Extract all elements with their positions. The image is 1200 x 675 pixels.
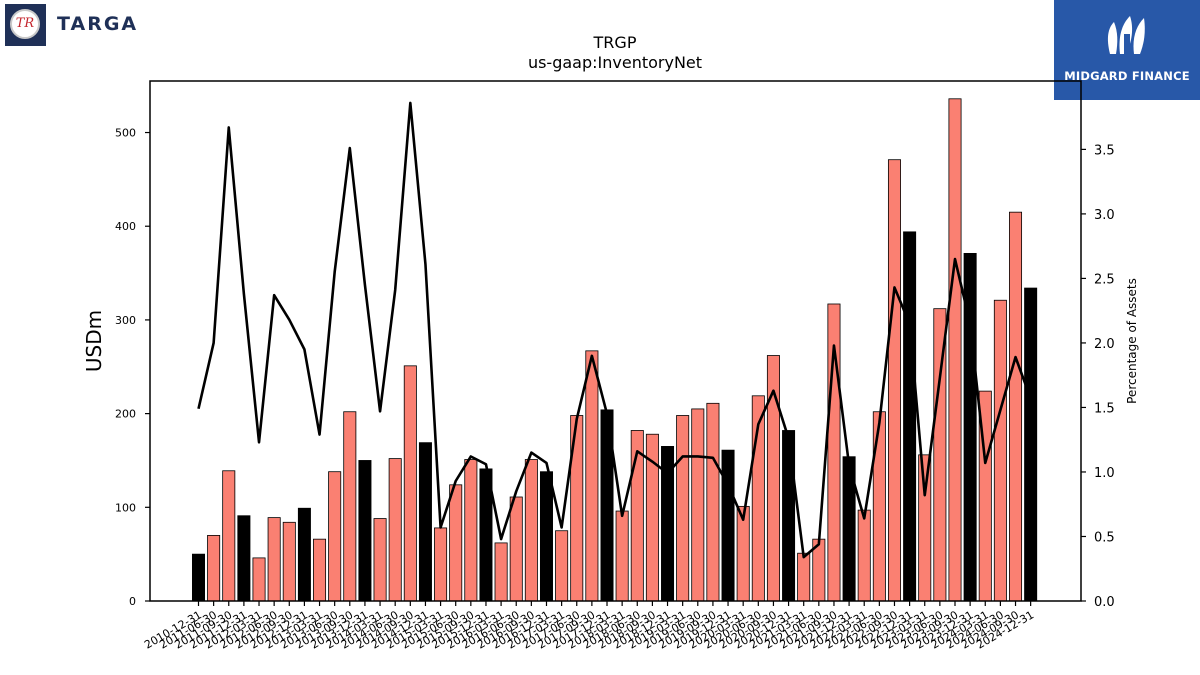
bar-2023-09-30	[948, 98, 962, 602]
bar-2024-12-31	[1024, 287, 1038, 602]
y-tick-label: 0	[129, 595, 136, 608]
bar-2019-03-31	[676, 415, 690, 602]
bar-2022-12-31	[903, 231, 917, 602]
bar-2021-03-31	[797, 552, 811, 602]
midgard-mark-icon	[1107, 16, 1145, 54]
bar-2014-12-31	[418, 442, 432, 602]
bar-2016-12-31	[539, 471, 553, 602]
right-axis: 0.0 0.5 1.0 1.5 2.0 2.5 3.0 3.5	[1081, 143, 1115, 610]
bar-2016-06-30	[509, 496, 523, 602]
y2-tick-label: 1.5	[1094, 401, 1115, 416]
y2-tick-label: 0.0	[1094, 595, 1115, 610]
y2-tick-label: 3.5	[1094, 143, 1115, 158]
bar-2012-09-30	[282, 521, 296, 602]
bar-2014-06-30	[388, 458, 402, 602]
percentage-of-assets-line	[197, 101, 1032, 559]
y-tick-label: 100	[115, 501, 136, 514]
bar-2015-06-30	[449, 484, 463, 602]
bar-2015-03-31	[434, 527, 448, 602]
bar-2012-12-31	[297, 507, 311, 602]
targa-logo: TR TARGA	[5, 4, 195, 48]
plot-frame	[149, 80, 1082, 602]
bar-series	[191, 98, 1038, 602]
bar-2013-12-31	[358, 460, 372, 602]
bar-2011-12-31	[237, 515, 251, 602]
y-axis-label: USDm	[82, 310, 106, 372]
y2-tick-label: 2.5	[1094, 272, 1115, 287]
bar-2016-09-30	[524, 459, 538, 602]
bar-2024-09-30	[1009, 211, 1023, 602]
bar-2011-09-30	[222, 470, 236, 602]
bar-2023-03-31	[918, 454, 932, 602]
x-axis: 2010-12-312011-06-302011-09-302011-12-31…	[142, 601, 1036, 652]
bar-2019-06-30	[691, 408, 705, 602]
bar-2024-06-30	[993, 299, 1007, 602]
bar-2020-12-31	[782, 430, 796, 602]
y-tick-label: 500	[115, 127, 136, 140]
y2-axis-label: Percentage of Assets	[1125, 278, 1139, 404]
y-tick-label: 300	[115, 314, 136, 327]
left-axis: 0 100 200 300 400 500	[115, 127, 150, 608]
bar-2012-06-30	[267, 517, 281, 602]
bar-2017-03-31	[555, 530, 569, 602]
midgard-wordmark: MIDGARD FINANCE	[1064, 69, 1190, 83]
bar-2015-09-30	[464, 459, 478, 602]
bar-2017-09-30	[585, 350, 599, 602]
bar-2018-03-31	[615, 510, 629, 602]
bar-2022-06-30	[872, 411, 886, 602]
bar-2014-09-30	[403, 365, 417, 602]
bar-2013-06-30	[328, 471, 342, 602]
chart-subtitle: us-gaap:InventoryNet	[528, 53, 702, 72]
bar-2014-03-31	[373, 518, 387, 602]
line-series	[197, 101, 1032, 559]
chart-title: TRGP	[593, 33, 637, 52]
y-tick-label: 200	[115, 408, 136, 421]
bar-2022-09-30	[887, 159, 901, 602]
targa-wordmark: TARGA	[57, 13, 139, 35]
y2-tick-label: 0.5	[1094, 530, 1115, 545]
bar-2022-03-31	[857, 509, 871, 602]
bar-2016-03-31	[494, 542, 508, 602]
y-tick-label: 400	[115, 220, 136, 233]
y2-tick-label: 1.0	[1094, 466, 1115, 481]
targa-monogram: TR	[10, 9, 40, 39]
bar-2013-03-31	[313, 538, 327, 602]
targa-badge-icon: TR	[5, 4, 46, 46]
y2-tick-label: 2.0	[1094, 337, 1115, 352]
bar-2019-09-30	[706, 402, 720, 602]
bar-2019-12-31	[721, 449, 735, 602]
bar-2013-09-30	[343, 411, 357, 602]
y2-tick-label: 3.0	[1094, 208, 1115, 223]
midgard-finance-logo: MIDGARD FINANCE	[1054, 0, 1200, 100]
bar-2010-12-31	[191, 553, 205, 602]
bar-2012-03-31	[252, 557, 266, 602]
bar-2011-06-30	[207, 535, 221, 602]
